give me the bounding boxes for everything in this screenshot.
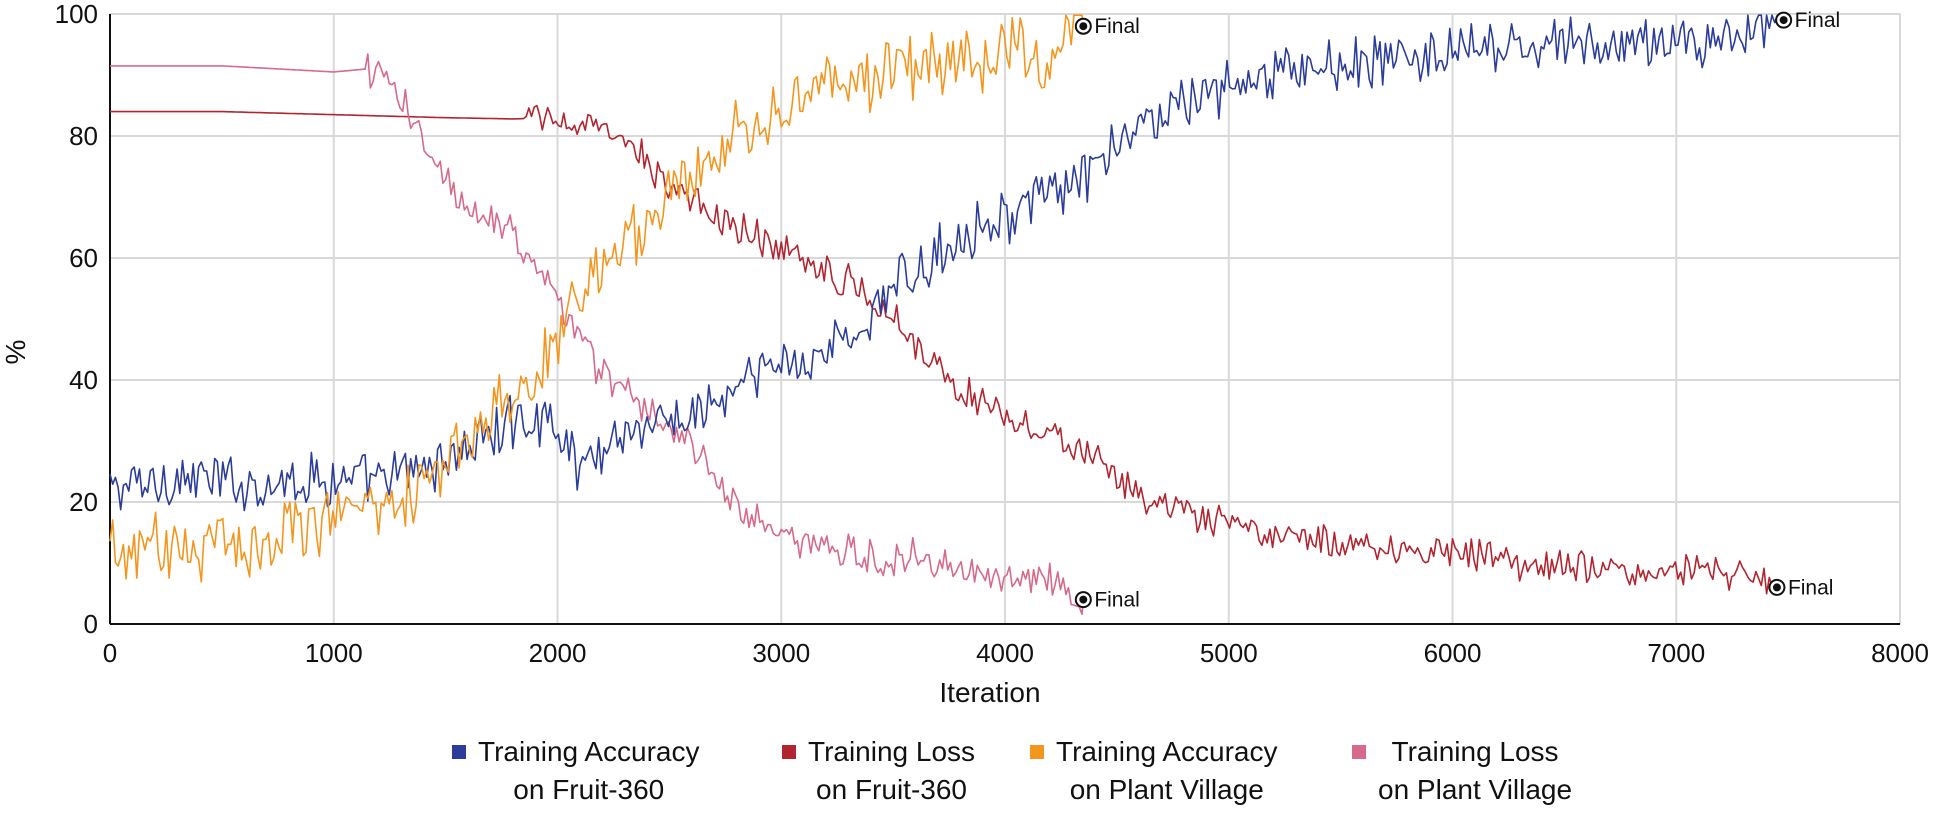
legend-label-line: on Fruit-360: [816, 774, 967, 805]
legend: Training Accuracy on Fruit-360 Training …: [0, 733, 1938, 815]
legend-label: Training Loss on Plant Village: [1378, 733, 1572, 809]
y-tick-label: 40: [69, 365, 98, 395]
legend-label-line: on Plant Village: [1378, 774, 1573, 805]
y-tick-label: 20: [69, 487, 98, 517]
x-tick-label: 2000: [529, 638, 587, 668]
y-axis-title: %: [0, 340, 31, 365]
legend-swatch-fruit-accuracy: [452, 745, 466, 759]
series-line: [109, 14, 1785, 512]
legend-label: Training Accuracy on Plant Village: [1056, 733, 1278, 809]
legend-label: Training Accuracy on Fruit-360: [478, 733, 700, 809]
final-marker-dot: [1079, 595, 1088, 604]
legend-label: Training Loss on Fruit-360: [808, 733, 975, 809]
final-markers: Final Final Final Final: [1074, 9, 1841, 612]
legend-label-line: Training Accuracy: [478, 736, 700, 767]
final-label: Final: [1795, 9, 1841, 32]
final-marker-dot: [1772, 583, 1781, 592]
x-tick-label: 4000: [976, 638, 1034, 668]
legend-swatch-plant-accuracy: [1030, 745, 1044, 759]
x-tick-label: 1000: [305, 638, 363, 668]
x-tick-label: 7000: [1647, 638, 1705, 668]
legend-label-line: on Plant Village: [1069, 774, 1264, 805]
legend-label-line: Training Loss: [808, 736, 976, 767]
x-tick-label: 3000: [752, 638, 810, 668]
x-tick-label: 8000: [1871, 638, 1929, 668]
legend-item-plant-loss[interactable]: Training Loss on Plant Village: [1352, 733, 1572, 809]
series-line: [109, 14, 1085, 583]
y-tick-label: 60: [69, 243, 98, 273]
y-tick-label: 0: [84, 609, 98, 639]
legend-swatch-fruit-loss: [782, 745, 796, 759]
y-tick-label: 100: [55, 0, 98, 29]
legend-label-line: Training Accuracy: [1056, 736, 1278, 767]
final-label: Final: [1094, 589, 1140, 612]
y-tick-label: 80: [69, 121, 98, 151]
series-line: [110, 53, 1085, 616]
final-label: Final: [1094, 15, 1140, 38]
y-tick-labels: 0 20 40 60 80 100: [55, 0, 98, 639]
final-marker-dot: [1779, 16, 1788, 25]
x-tick-label: 6000: [1424, 638, 1482, 668]
final-marker-dot: [1079, 22, 1088, 31]
legend-swatch-plant-loss: [1352, 745, 1366, 759]
legend-item-fruit-accuracy[interactable]: Training Accuracy on Fruit-360: [452, 733, 700, 809]
axes: [109, 14, 1900, 625]
x-tick-label: 0: [103, 638, 117, 668]
legend-label-line: on Fruit-360: [513, 774, 665, 805]
x-tick-label: 5000: [1200, 638, 1258, 668]
legend-item-plant-accuracy[interactable]: Training Accuracy on Plant Village: [1030, 733, 1278, 809]
series-line: [110, 104, 1778, 595]
legend-item-fruit-loss[interactable]: Training Loss on Fruit-360: [782, 733, 975, 809]
x-axis-title: Iteration: [939, 677, 1040, 708]
series-layer: [109, 14, 1785, 616]
legend-label-line: Training Loss: [1391, 736, 1559, 767]
x-tick-labels: 0 1000 2000 3000 4000 5000 6000 7000 8000: [103, 638, 1929, 668]
final-label: Final: [1788, 576, 1834, 599]
